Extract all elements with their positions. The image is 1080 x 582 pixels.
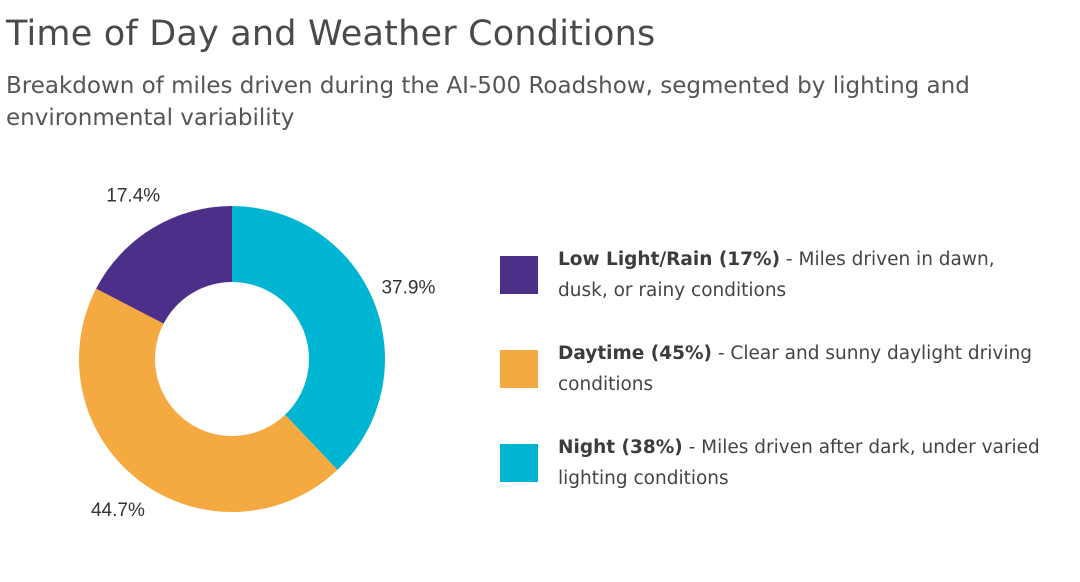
slice-label-night: 37.9% bbox=[381, 278, 435, 299]
donut-labels: 37.9% 44.7% 17.4% bbox=[91, 186, 435, 521]
legend-item-low-light-rain: Low Light/Rain (17%) - Miles driven in d… bbox=[500, 240, 1060, 334]
legend-swatch-low-light-rain bbox=[500, 256, 538, 294]
legend-name: Low Light/Rain (17%) bbox=[558, 249, 781, 270]
legend-name: Night (38%) bbox=[558, 437, 683, 458]
legend-text: Low Light/Rain (17%) - Miles driven in d… bbox=[558, 244, 1048, 306]
legend-description: - Clear and sunny daylight driving condi… bbox=[558, 343, 1032, 395]
chart-title: Time of Day and Weather Conditions bbox=[6, 14, 656, 54]
donut-slice-night bbox=[232, 206, 385, 470]
donut-slice-daytime bbox=[79, 288, 338, 512]
legend-text: Night (38%) - Miles driven after dark, u… bbox=[558, 432, 1048, 494]
donut-slice-low-light-rain bbox=[96, 206, 233, 324]
legend-description: - Miles driven in dawn, dusk, or rainy c… bbox=[558, 249, 995, 301]
donut-slices bbox=[79, 206, 385, 512]
chart-subtitle: Breakdown of miles driven during the AI-… bbox=[6, 73, 970, 131]
legend-swatch-daytime bbox=[500, 350, 538, 388]
legend-text: Daytime (45%) - Clear and sunny daylight… bbox=[558, 338, 1048, 400]
legend-item-night: Night (38%) - Miles driven after dark, u… bbox=[500, 428, 1060, 522]
legend-description: - Miles driven after dark, under varied … bbox=[558, 437, 1040, 489]
legend-item-daytime: Daytime (45%) - Clear and sunny daylight… bbox=[500, 334, 1060, 428]
legend-swatch-night bbox=[500, 444, 538, 482]
legend-name: Daytime (45%) bbox=[558, 343, 712, 364]
chart-legend: Low Light/Rain (17%) - Miles driven in d… bbox=[500, 240, 1060, 522]
slice-label-low-light-rain: 17.4% bbox=[106, 186, 160, 207]
slice-label-daytime: 44.7% bbox=[91, 500, 145, 521]
